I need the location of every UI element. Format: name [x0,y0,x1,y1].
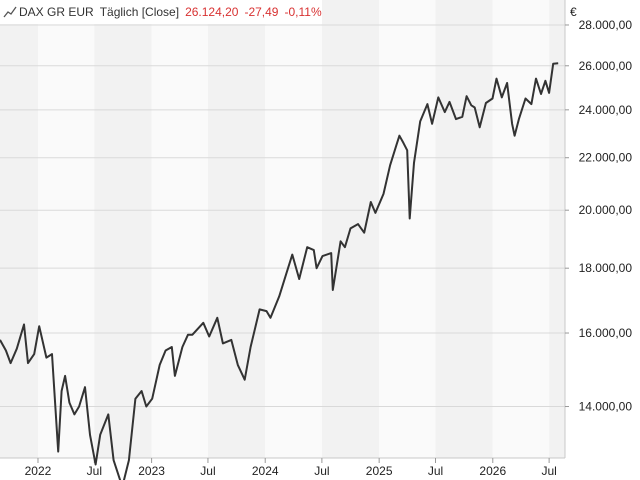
x-tick-label: 2022 [25,464,52,478]
change-percent: -0,11% [284,5,322,19]
period-band [151,0,208,458]
x-tick-label: 2023 [138,464,165,478]
period-band [207,0,266,458]
x-tick-label: Jul [87,464,102,478]
y-tick-label: 16.000,00 [579,326,633,340]
series-line [0,62,559,480]
x-tick-label: Jul [428,464,443,478]
period-band [0,0,38,458]
x-axis-ticks: 2022 Jul 2023 Jul 2024 Jul 2025 Jul 2026 Jul [25,458,557,478]
chart-header: DAX GR EUR Täglich [Close] 26.124,20 -27… [0,0,322,24]
period-band [492,0,550,458]
y-tick-label: 20.000,00 [579,203,633,217]
period-label: Täglich [Close] [99,5,180,19]
y-tick-label: 22.000,00 [579,151,633,165]
y-axis-ticks: 14.000,00 16.000,00 18.000,00 20.000,00 22.0… [565,18,632,414]
x-tick-label: Jul [314,464,329,478]
y-tick-label: 26.000,00 [579,59,633,73]
period-band [435,0,493,458]
period-band [265,0,322,458]
x-tick-label: 2025 [366,464,393,478]
x-tick-label: Jul [200,464,215,478]
line-chart-icon [3,6,17,18]
instrument-name: DAX GR EUR [19,5,94,19]
y-tick-label: 24.000,00 [579,103,633,117]
period-band [94,0,152,458]
x-tick-label: Jul [541,464,556,478]
x-tick-label: 2024 [252,464,279,478]
year-bands [0,0,565,458]
last-value: 26.124,20 [185,5,239,19]
gridlines [0,24,565,408]
x-tick-label: 2026 [479,464,506,478]
change-value: -27,49 [244,5,279,19]
y-tick-label: 28.000,00 [579,18,633,32]
period-band [379,0,436,458]
period-band [549,0,565,458]
y-tick-label: 18.000,00 [579,261,633,275]
currency-label: € [570,5,577,19]
y-tick-label: 14.000,00 [579,400,633,414]
